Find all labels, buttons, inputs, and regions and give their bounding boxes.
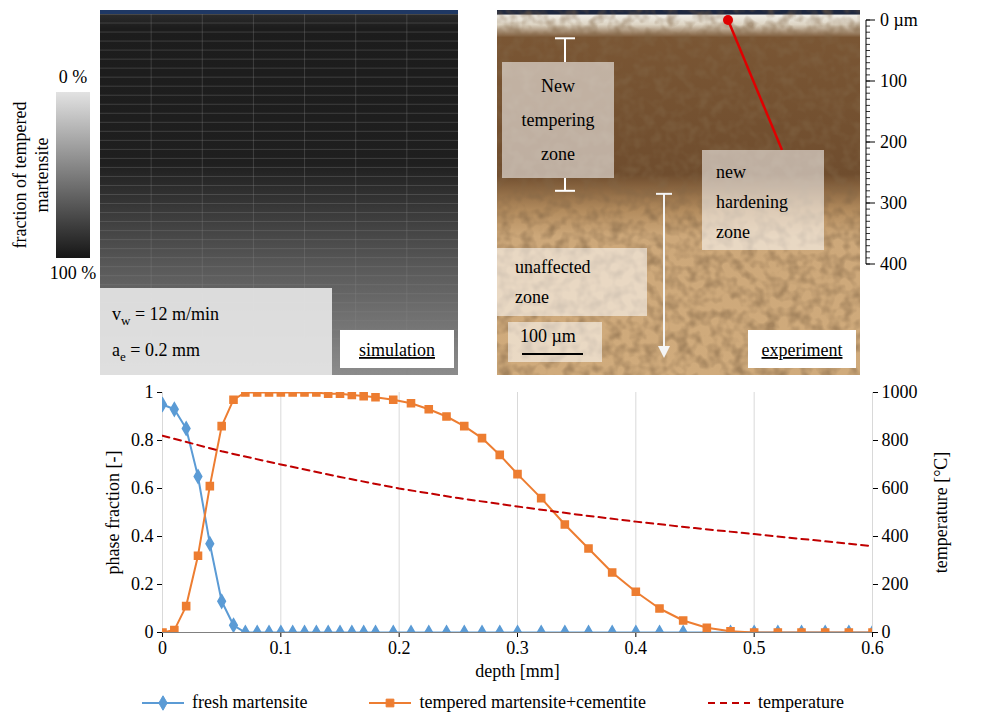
svg-text:100 µm: 100 µm bbox=[520, 326, 576, 346]
svg-text:400: 400 bbox=[882, 526, 909, 546]
svg-text:0: 0 bbox=[882, 622, 891, 642]
svg-text:depth [mm]: depth [mm] bbox=[475, 661, 559, 681]
svg-text:martensite: martensite bbox=[32, 138, 52, 213]
svg-text:0.6: 0.6 bbox=[131, 478, 154, 498]
svg-text:100: 100 bbox=[880, 71, 907, 91]
svg-text:New: New bbox=[541, 76, 575, 96]
svg-text:0.2: 0.2 bbox=[131, 574, 154, 594]
svg-text:hardening: hardening bbox=[716, 192, 788, 212]
html-text:temperature: temperature bbox=[758, 692, 844, 712]
svg-text:400: 400 bbox=[880, 254, 907, 274]
svg-text:simulation: simulation bbox=[359, 340, 435, 360]
svg-text:zone: zone bbox=[515, 287, 549, 307]
svg-text:1: 1 bbox=[145, 382, 154, 402]
svg-text:0: 0 bbox=[158, 638, 167, 658]
svg-text:0.6: 0.6 bbox=[861, 638, 884, 658]
svg-text:tempering: tempering bbox=[522, 110, 595, 130]
svg-text:1000: 1000 bbox=[882, 382, 918, 402]
svg-text:experiment: experiment bbox=[762, 340, 843, 360]
svg-text:0.4: 0.4 bbox=[625, 638, 648, 658]
html-text:tempered martensite+cementite: tempered martensite+cementite bbox=[419, 692, 646, 712]
svg-text:0.2: 0.2 bbox=[388, 638, 411, 658]
svg-text:200: 200 bbox=[880, 132, 907, 152]
html-text:fresh martensite: fresh martensite bbox=[192, 692, 308, 712]
svg-text:zone: zone bbox=[716, 222, 750, 242]
svg-text:0.5: 0.5 bbox=[743, 638, 766, 658]
svg-text:zone: zone bbox=[541, 144, 575, 164]
svg-text:new: new bbox=[716, 162, 746, 182]
svg-text:0.4: 0.4 bbox=[131, 526, 154, 546]
svg-text:800: 800 bbox=[882, 430, 909, 450]
svg-text:600: 600 bbox=[882, 478, 909, 498]
svg-text:phase fraction [-]: phase fraction [-] bbox=[103, 451, 123, 575]
svg-text:100 %: 100 % bbox=[50, 263, 97, 283]
svg-text:0 µm: 0 µm bbox=[880, 10, 918, 30]
svg-text:temperature [°C]: temperature [°C] bbox=[931, 452, 951, 574]
svg-text:fraction of tempered: fraction of tempered bbox=[10, 102, 30, 249]
svg-text:0.3: 0.3 bbox=[506, 638, 529, 658]
svg-text:0 %: 0 % bbox=[59, 67, 88, 87]
svg-text:200: 200 bbox=[882, 574, 909, 594]
svg-text:0: 0 bbox=[145, 622, 154, 642]
svg-text:unaffected: unaffected bbox=[515, 257, 591, 277]
svg-text:0.1: 0.1 bbox=[270, 638, 293, 658]
svg-text:ae = 0.2 mm: ae = 0.2 mm bbox=[112, 340, 200, 364]
svg-text:vw = 12 m/min: vw = 12 m/min bbox=[112, 304, 219, 328]
svg-text:0.8: 0.8 bbox=[131, 430, 154, 450]
svg-text:300: 300 bbox=[880, 193, 907, 213]
